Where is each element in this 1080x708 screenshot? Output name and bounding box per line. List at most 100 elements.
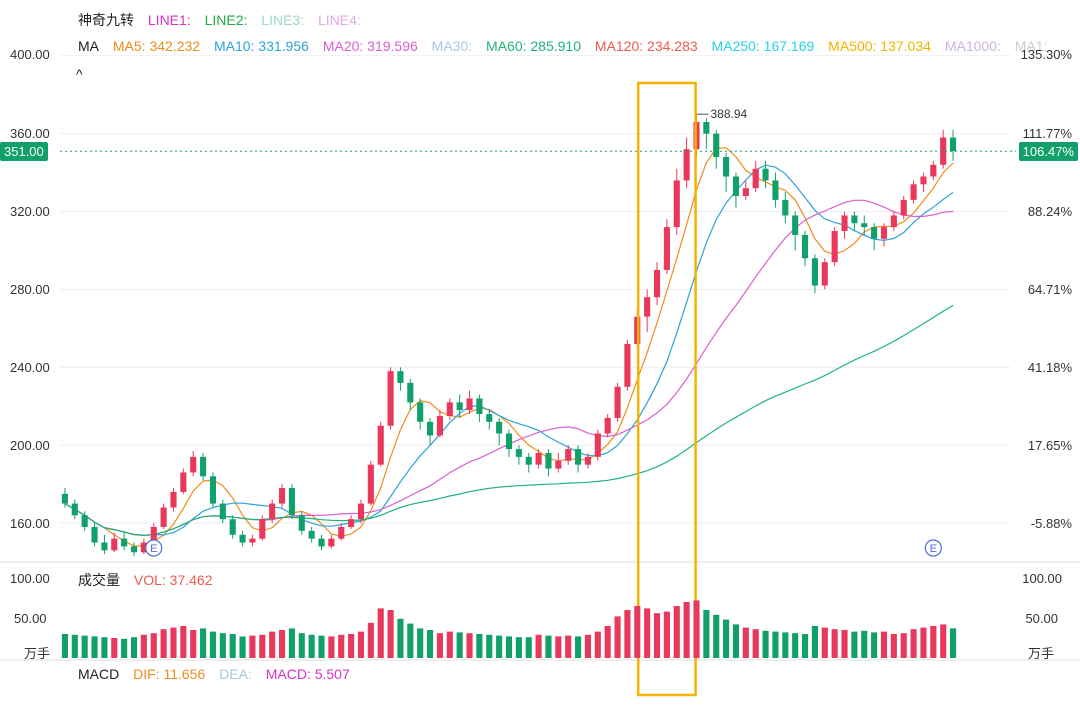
volume-bar bbox=[821, 627, 828, 658]
volume-bar bbox=[940, 624, 947, 658]
volume-bar bbox=[367, 622, 374, 658]
volume-bar bbox=[515, 637, 522, 658]
volume-bar bbox=[328, 636, 335, 658]
candle-body bbox=[792, 215, 799, 235]
volume-bar bbox=[505, 636, 513, 658]
volume-bar bbox=[555, 636, 562, 658]
candle-body bbox=[259, 519, 266, 539]
price-axis-tick: 400.00 bbox=[10, 47, 50, 62]
volume-bar bbox=[910, 629, 917, 658]
candle-body bbox=[920, 176, 927, 185]
macd-dif: DIF: 11.656 bbox=[133, 666, 206, 682]
volume-bar bbox=[693, 600, 700, 658]
volume-bar bbox=[150, 633, 157, 658]
candle-body bbox=[219, 503, 226, 520]
price-axis-tick: 360.00 bbox=[10, 126, 50, 141]
volume-bar bbox=[357, 631, 365, 658]
volume-bar bbox=[594, 631, 601, 658]
volume-bar bbox=[634, 606, 641, 658]
volume-bar bbox=[456, 632, 463, 658]
volume-bar bbox=[801, 634, 809, 658]
line3-label: LINE3: bbox=[261, 12, 305, 28]
candle-body bbox=[732, 176, 740, 196]
candle-body bbox=[328, 538, 335, 547]
candle-body bbox=[515, 449, 522, 457]
volume-title: 成交量 bbox=[78, 572, 120, 588]
volume-bar bbox=[811, 626, 818, 658]
candle-body bbox=[752, 168, 759, 189]
volume-bar bbox=[575, 636, 582, 658]
volume-bar bbox=[703, 610, 710, 658]
pct-axis-tick: 17.65% bbox=[1027, 438, 1072, 453]
candle-body bbox=[426, 421, 434, 436]
candle-body bbox=[525, 456, 532, 465]
indicator-legend: 神奇九转 LINE1: LINE2: LINE3: LINE4: bbox=[78, 10, 371, 30]
pct-axis-tick: -5.88% bbox=[1030, 516, 1072, 531]
candle-body bbox=[209, 476, 217, 504]
price-axis-tick: 320.00 bbox=[10, 204, 50, 219]
volume-bar bbox=[239, 636, 246, 658]
candle-body bbox=[456, 402, 463, 411]
volume-bar bbox=[663, 611, 670, 658]
ma-legend: MA MA5: 342.232 MA10: 331.956 MA20: 319.… bbox=[78, 38, 1057, 54]
ma20-label: MA20: 319.596 bbox=[322, 38, 418, 54]
collapse-toggle-icon[interactable]: ^ bbox=[76, 66, 83, 82]
volume-bar bbox=[742, 627, 749, 658]
price-axis-tick: 240.00 bbox=[10, 360, 50, 375]
volume-bar bbox=[535, 634, 542, 658]
candle-body bbox=[673, 180, 680, 228]
volume-bar bbox=[278, 630, 286, 658]
candle-body bbox=[101, 542, 108, 551]
candle-body bbox=[683, 149, 690, 181]
volume-bar bbox=[831, 629, 838, 658]
candle-body bbox=[594, 433, 601, 457]
candle-body bbox=[377, 425, 384, 465]
volume-bar bbox=[417, 628, 424, 658]
volume-bar bbox=[752, 629, 759, 658]
volume-bar bbox=[121, 638, 128, 658]
volume-bar bbox=[476, 634, 483, 658]
volume-bar bbox=[880, 631, 888, 658]
volume-bar bbox=[496, 635, 503, 658]
candle-body bbox=[140, 542, 147, 553]
candle-body bbox=[229, 519, 236, 535]
volume-bar bbox=[318, 635, 325, 658]
volume-bar bbox=[861, 630, 868, 658]
candle-body bbox=[644, 297, 651, 317]
candle-body bbox=[288, 488, 295, 516]
candle-body bbox=[180, 472, 187, 492]
volume-bar bbox=[772, 631, 779, 658]
candle-body bbox=[269, 503, 276, 520]
volume-axis-tick: 100.00 bbox=[1022, 571, 1062, 586]
volume-bar bbox=[890, 634, 897, 658]
candle-body bbox=[160, 507, 167, 527]
volume-bar bbox=[377, 608, 384, 658]
volume-bar bbox=[249, 635, 256, 658]
volume-bar bbox=[190, 630, 197, 658]
candle-body bbox=[318, 538, 325, 547]
candle-body bbox=[505, 433, 513, 450]
volume-bar bbox=[229, 634, 236, 658]
volume-bar bbox=[624, 610, 631, 658]
volume-bar bbox=[209, 631, 217, 658]
volume-bar bbox=[81, 635, 88, 658]
ma120-label: MA120: 234.283 bbox=[594, 38, 698, 54]
candle-body bbox=[367, 464, 374, 504]
candle-body bbox=[575, 449, 582, 465]
volume-bar bbox=[348, 634, 355, 658]
ma5-label: MA5: 342.232 bbox=[112, 38, 201, 54]
candle-body bbox=[614, 386, 621, 418]
indicator-title: 神奇九转 bbox=[78, 12, 134, 28]
candle-body bbox=[772, 180, 779, 200]
candle-body bbox=[831, 231, 838, 263]
price-axis-tick: 280.00 bbox=[10, 282, 50, 297]
volume-bar bbox=[101, 637, 108, 658]
volume-bar bbox=[604, 626, 611, 658]
candle-body bbox=[653, 269, 661, 298]
candle-body bbox=[624, 343, 631, 387]
ma30-label: MA30: bbox=[431, 38, 473, 54]
line1-label: LINE1: bbox=[147, 12, 191, 28]
candle-body bbox=[61, 493, 68, 504]
volume-bar bbox=[950, 628, 957, 658]
volume-bar bbox=[446, 631, 453, 658]
